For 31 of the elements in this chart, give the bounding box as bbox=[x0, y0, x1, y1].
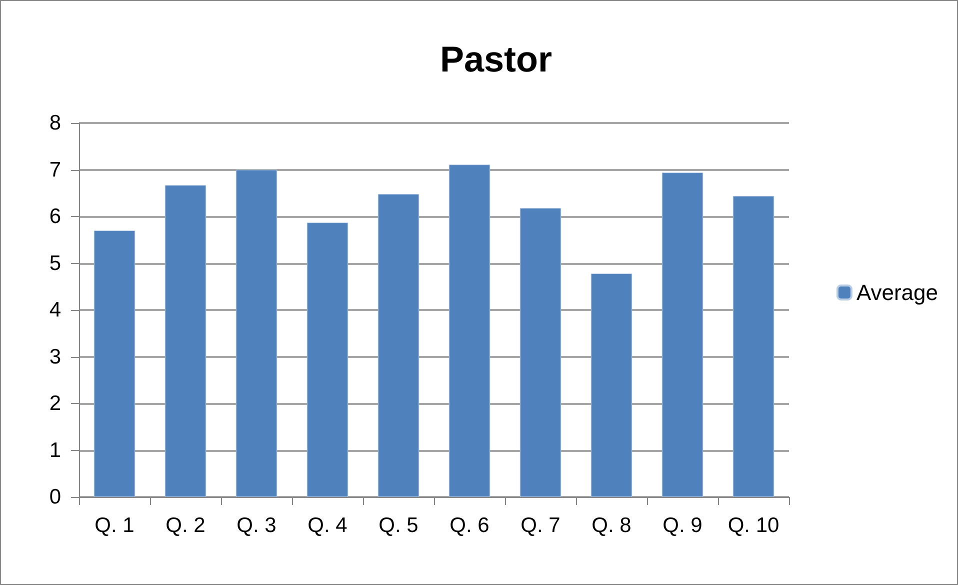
bar bbox=[662, 172, 704, 497]
y-tick-label: 6 bbox=[49, 205, 61, 228]
bar bbox=[236, 170, 278, 497]
x-tick-label: Q. 4 bbox=[308, 514, 348, 537]
chart-title: Pastor bbox=[440, 38, 552, 80]
bar bbox=[448, 164, 490, 497]
y-tick-label: 4 bbox=[49, 298, 62, 322]
bar bbox=[164, 185, 206, 497]
y-tick-label: 5 bbox=[49, 252, 61, 275]
y-tick-label: 3 bbox=[49, 345, 61, 368]
x-tick-label: Q. 7 bbox=[520, 514, 560, 537]
x-tick-label: Q. 1 bbox=[94, 514, 134, 537]
y-tick-label: 1 bbox=[49, 438, 61, 462]
y-tick-label: 8 bbox=[49, 112, 61, 134]
y-tick-label: 0 bbox=[49, 486, 61, 508]
x-tick-label: Q. 8 bbox=[592, 514, 632, 537]
bar bbox=[94, 230, 136, 497]
y-tick-label: 7 bbox=[49, 158, 61, 182]
bar bbox=[378, 194, 420, 497]
x-tick-label: Q. 5 bbox=[378, 514, 418, 537]
bar bbox=[590, 274, 632, 497]
x-tick-label: Q. 9 bbox=[662, 514, 702, 537]
bar bbox=[306, 222, 348, 497]
bar bbox=[520, 208, 562, 497]
x-tick-label: Q. 3 bbox=[236, 514, 276, 537]
x-tick-label: Q. 2 bbox=[166, 514, 206, 537]
legend-label: Average bbox=[856, 280, 938, 305]
x-tick-label: Q. 6 bbox=[450, 514, 490, 537]
x-tick-label: Q. 10 bbox=[728, 514, 780, 537]
y-tick-label: 2 bbox=[49, 392, 61, 415]
bar bbox=[732, 196, 774, 497]
